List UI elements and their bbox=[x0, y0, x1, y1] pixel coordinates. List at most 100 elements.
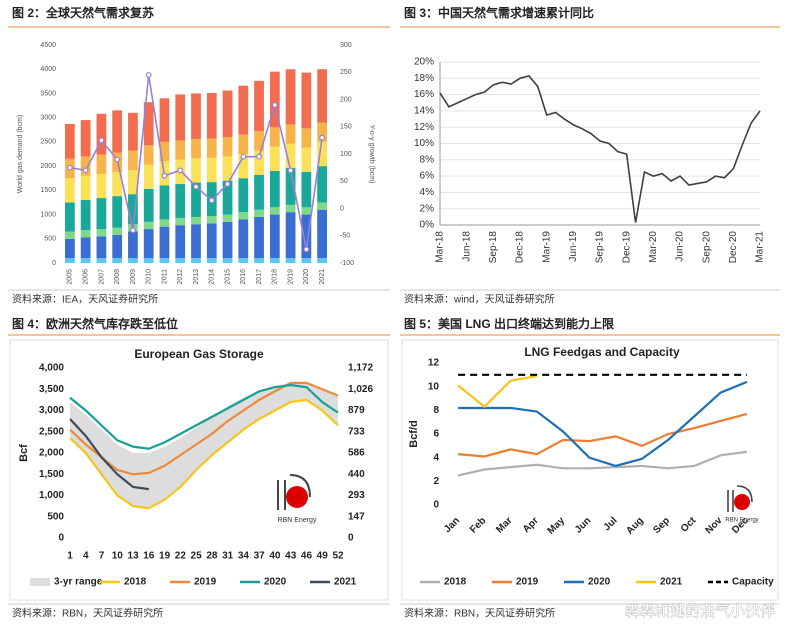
y2-tick-label: 200 bbox=[340, 96, 352, 103]
y-tick-label: 500 bbox=[44, 236, 56, 243]
y2-tick-label: 300 bbox=[340, 42, 352, 49]
bar-segment bbox=[269, 127, 280, 147]
y-tick-label: 2,500 bbox=[39, 426, 64, 437]
bar-segment bbox=[159, 185, 170, 220]
caption: 图 3：中国天然气需求增速累计同比 bbox=[404, 5, 594, 20]
bar-segment bbox=[254, 209, 264, 217]
bar-segment bbox=[269, 207, 280, 215]
bar-segment bbox=[301, 128, 312, 148]
x-tick-label: 2013 bbox=[193, 269, 200, 285]
line bbox=[458, 380, 748, 468]
line-marker bbox=[177, 167, 184, 174]
line-marker bbox=[271, 102, 278, 108]
bar-segment bbox=[191, 93, 201, 139]
bar-segment bbox=[254, 80, 264, 132]
y-tick-label: 2,000 bbox=[39, 448, 64, 459]
bar-segment bbox=[128, 258, 138, 263]
x-tick-label: 2015 bbox=[224, 269, 231, 285]
y-tick-label: 4000 bbox=[40, 66, 56, 73]
x-tick-label: 52 bbox=[332, 551, 344, 562]
y-tick-label: 12% bbox=[414, 122, 434, 133]
x-tick-label: Mar-20 bbox=[648, 231, 659, 263]
x-tick-label: Dec-19 bbox=[621, 231, 632, 264]
x-tick-label: Sep-19 bbox=[595, 231, 606, 264]
legend-label: 2019 bbox=[516, 577, 539, 588]
x-tick-label: 16 bbox=[143, 551, 155, 562]
bar-segment bbox=[80, 200, 91, 231]
legend-label: 2020 bbox=[588, 577, 611, 588]
bar-segment bbox=[254, 216, 264, 259]
line bbox=[439, 74, 761, 223]
bar-segment bbox=[301, 147, 312, 172]
bar-segment bbox=[317, 209, 328, 259]
bar-segment bbox=[64, 202, 75, 232]
y2-tick-label: 147 bbox=[348, 511, 365, 522]
bar-segment bbox=[143, 229, 154, 259]
y-tick-label: 4% bbox=[420, 187, 435, 198]
line bbox=[69, 383, 339, 450]
x-tick-label: 40 bbox=[269, 551, 281, 562]
bar-segment bbox=[96, 198, 107, 230]
bar-segment bbox=[285, 124, 296, 144]
bar-segment bbox=[80, 175, 91, 201]
x-tick-label: Mar-21 bbox=[755, 231, 766, 263]
bar-segment bbox=[285, 143, 296, 169]
line-marker bbox=[303, 246, 310, 253]
y-tick-label: 18% bbox=[414, 73, 434, 84]
bar-segment bbox=[159, 98, 170, 142]
chart-title: European Gas Storage bbox=[134, 347, 264, 361]
watermark: 犇犇和她的油气小伙伴 bbox=[625, 603, 775, 620]
line-marker bbox=[256, 153, 262, 160]
y2-tick-label: 0 bbox=[340, 205, 344, 212]
x-tick-label: 2020 bbox=[303, 269, 310, 285]
bar-segment bbox=[143, 145, 154, 165]
line bbox=[457, 450, 748, 477]
bar-segment bbox=[175, 225, 186, 259]
x-tick-label: 28 bbox=[206, 551, 218, 562]
bar-segment bbox=[269, 258, 280, 263]
y-tick-label: 2% bbox=[420, 203, 435, 214]
y-tick-label: 6 bbox=[433, 429, 439, 440]
y-tick-label: 20% bbox=[414, 57, 434, 68]
bar-segment bbox=[317, 141, 328, 167]
bar-segment bbox=[222, 258, 233, 263]
y-tick-label: 3,000 bbox=[39, 405, 64, 416]
bar-segment bbox=[128, 169, 138, 195]
bar-segment bbox=[80, 230, 91, 238]
line-marker bbox=[319, 134, 326, 141]
legend-label: 2019 bbox=[194, 577, 217, 588]
bar-segment bbox=[143, 102, 154, 146]
y2-tick-label: 733 bbox=[348, 426, 365, 437]
source: 资料来源：RBN，天风证券研究所 bbox=[404, 607, 555, 620]
bar-segment bbox=[269, 214, 280, 259]
y2-tick-label: 1,026 bbox=[348, 384, 373, 395]
logo: RBN Energy bbox=[725, 485, 759, 524]
caption: 图 4：欧洲天然气库存跌至低位 bbox=[12, 316, 178, 331]
bar-segment bbox=[64, 238, 75, 259]
x-tick-label: 2006 bbox=[82, 269, 89, 285]
y-tick-label: 500 bbox=[47, 511, 64, 522]
bar-segment bbox=[191, 182, 201, 217]
logo-mark bbox=[286, 486, 308, 508]
bar-segment bbox=[159, 258, 170, 263]
line-marker bbox=[240, 153, 247, 160]
logo-mark bbox=[277, 474, 311, 510]
bar-segment bbox=[222, 180, 233, 215]
bar-segment bbox=[254, 131, 264, 151]
legend-label: 3-yr range bbox=[54, 577, 103, 588]
bar-segment bbox=[175, 184, 186, 218]
bar-segment bbox=[191, 158, 201, 183]
caption: 图 5：美国 LNG 出口终端达到能力上限 bbox=[404, 316, 614, 331]
chart-frame bbox=[9, 339, 389, 601]
bar-segment bbox=[159, 226, 170, 259]
bar-segment bbox=[80, 258, 91, 263]
bar-segment bbox=[269, 146, 280, 171]
bar-segment bbox=[143, 164, 154, 189]
bar-segment bbox=[96, 236, 107, 259]
bar-segment bbox=[64, 258, 75, 263]
bar-segment bbox=[301, 72, 312, 129]
bar-segment bbox=[238, 154, 249, 179]
bar-segment bbox=[269, 71, 280, 128]
bar-segment bbox=[206, 223, 217, 259]
bar-segment bbox=[206, 258, 217, 263]
